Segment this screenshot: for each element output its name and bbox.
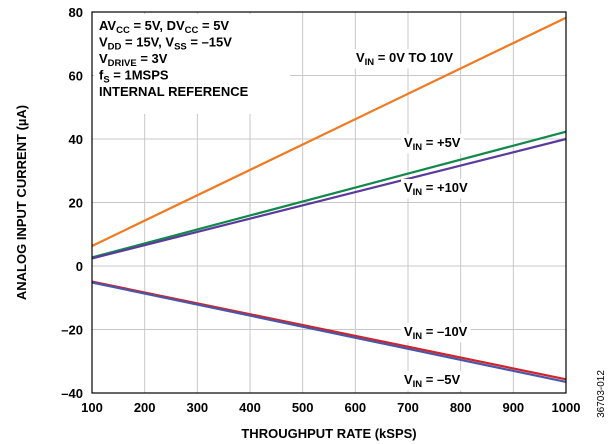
x-tick-labels: 100 200 300 400 500 600 700 800 900 1000 <box>81 400 580 415</box>
series-line-1 <box>91 130 567 259</box>
series-label-0: VIN = 0V TO 10V <box>356 50 453 68</box>
y-tick-label: 20 <box>69 196 83 211</box>
y-tick-label: –40 <box>61 386 83 401</box>
series-label-background <box>401 179 472 199</box>
series-label-4: VIN = –5V <box>404 372 460 390</box>
x-tick-label: 500 <box>292 400 314 415</box>
x-tick-label: 600 <box>344 400 366 415</box>
series-label-background <box>401 323 471 343</box>
x-tick-label: 900 <box>502 400 524 415</box>
series-label-2: VIN = +10V <box>404 180 468 198</box>
x-tick-label: 1000 <box>552 400 581 415</box>
series-lines <box>91 16 567 383</box>
series-line-4 <box>91 281 567 383</box>
plot-frame <box>91 11 567 394</box>
series-line-0 <box>91 16 567 247</box>
series-label-background <box>401 134 464 154</box>
condition-line: VDRIVE = 3V <box>99 51 168 69</box>
y-tick-label: 40 <box>69 132 83 147</box>
conditions-background <box>94 14 290 114</box>
condition-line: INTERNAL REFERENCE <box>99 84 249 99</box>
x-tick-label: 800 <box>450 400 472 415</box>
y-tick-label: –20 <box>61 323 83 338</box>
series-line-2 <box>91 137 567 260</box>
series-label-background <box>401 371 464 391</box>
condition-line: AVCC = 5V, DVCC = 5V <box>99 18 229 36</box>
figure-id: 36703-012 <box>596 370 607 418</box>
x-axis-title: THROUGHPUT RATE (kSPS) <box>241 426 416 441</box>
y-tick-label: 80 <box>69 5 83 20</box>
x-tick-label: 100 <box>81 400 103 415</box>
x-tick-label: 400 <box>239 400 261 415</box>
series-label-1: VIN = +5V <box>404 135 461 153</box>
series-line-3 <box>91 280 567 381</box>
series-labels: VIN = 0V TO 10V VIN = +5V VIN = +10V VIN = … <box>353 49 472 391</box>
y-tick-labels: 80 60 40 20 0 –20 –40 <box>61 5 83 401</box>
y-tick-label: 0 <box>76 259 83 274</box>
condition-line: VDD = 15V, VSS = –15V <box>99 35 232 53</box>
y-tick-label: 60 <box>69 69 83 84</box>
series-label-background <box>353 49 457 69</box>
x-tick-label: 300 <box>186 400 208 415</box>
x-tick-label: 200 <box>134 400 156 415</box>
condition-line: fS = 1MSPS <box>99 68 169 86</box>
series-label-3: VIN = –10V <box>404 324 468 342</box>
x-tick-label: 700 <box>397 400 419 415</box>
y-axis-title: ANALOG INPUT CURRENT (µA) <box>14 105 29 300</box>
